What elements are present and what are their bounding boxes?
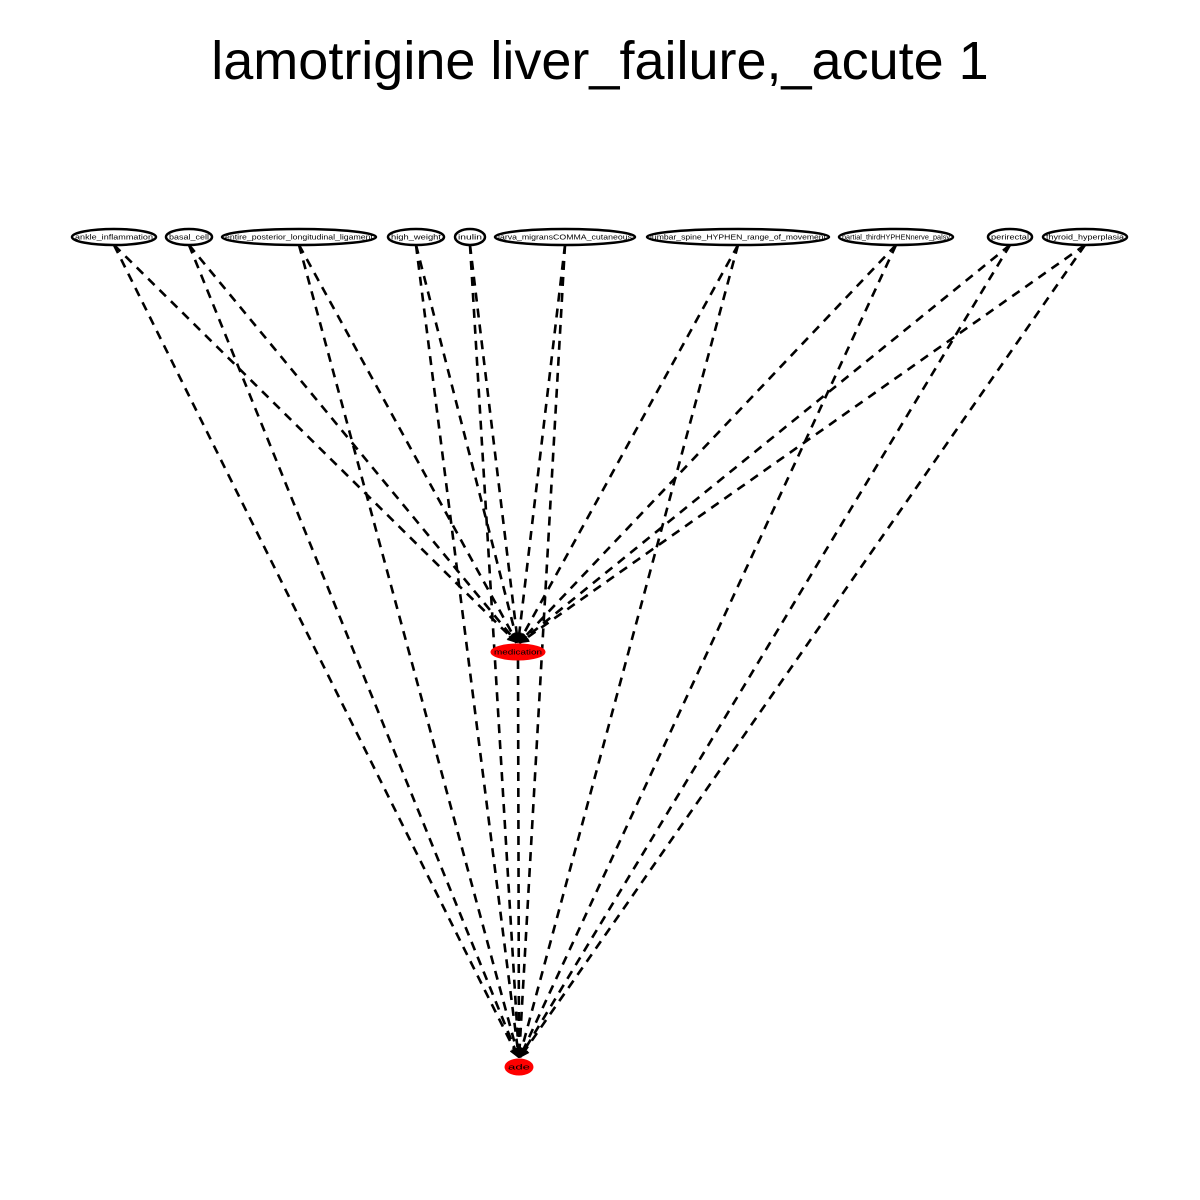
node-label-perirectal: perirectal (991, 235, 1030, 242)
node-medication: medication (490, 643, 546, 661)
edge-high-weight-to-medication (414, 244, 521, 644)
node-shape-perirectal (986, 227, 1034, 247)
edges-layer (112, 243, 1087, 1059)
edge-lumbar-spine-hyphen-range-of-movement-to-medication (517, 244, 740, 644)
edge-larva-migranscomma-cutaneous-to-medication (514, 244, 567, 644)
node-shape-entire-posterior-longitudinal-ligament (220, 227, 378, 247)
edge-partial-thirdhyphennerve-palsy-to-ade (518, 244, 898, 1059)
edge-ankle-inflammation-to-ade (112, 244, 520, 1059)
node-label-ankle-inflammation: ankle_inflammation (75, 235, 153, 242)
edge-inulin-to-medication (468, 244, 522, 644)
node-shape-inulin (453, 227, 487, 247)
edge-partial-thirdhyphennerve-palsy-to-medication (518, 244, 897, 644)
node-label-partial-thirdhyphennerve-palsy: partial_thirdHYPHENnerve_palsy (842, 235, 951, 242)
node-basal-cell: basal_cell (164, 227, 214, 247)
node-label-ade: ade (508, 1065, 530, 1072)
node-label-larva-migranscomma-cutaneous: larva_migransCOMMA_cutaneous (498, 235, 633, 242)
edge-basal-cell-to-ade (187, 244, 520, 1059)
edge-ankle-inflammation-to-medication (113, 244, 518, 644)
edge-perirectal-to-ade (518, 244, 1012, 1059)
node-partial-thirdhyphennerve-palsy: partial_thirdHYPHENnerve_palsy (837, 227, 955, 247)
node-shape-lumbar-spine-hyphen-range-of-movement (645, 227, 831, 247)
page-title: lamotrigine liver_failure,_acute 1 (211, 31, 989, 91)
node-shape-high-weight (386, 227, 446, 247)
node-larva-migranscomma-cutaneous: larva_migransCOMMA_cutaneous (493, 227, 637, 247)
node-lumbar-spine-hyphen-range-of-movement: lumbar_spine_HYPHEN_range_of_movement (645, 227, 831, 247)
edge-thyroid-hyperplasia-to-ade (519, 244, 1087, 1059)
edge-thyroid-hyperplasia-to-medication (518, 243, 1086, 644)
edge-lumbar-spine-hyphen-range-of-movement-to-ade (517, 244, 740, 1059)
node-label-basal-cell: basal_cell (169, 235, 210, 242)
node-shape-larva-migranscomma-cutaneous (493, 227, 637, 247)
node-label-medication: medication (494, 650, 542, 657)
edge-entire-posterior-longitudinal-ligament-to-ade (297, 244, 521, 1059)
node-label-inulin: inulin (458, 235, 482, 242)
node-entire-posterior-longitudinal-ligament: entire_posterior_longitudinal_ligament (220, 227, 378, 247)
node-shape-ade (504, 1058, 534, 1076)
node-label-entire-posterior-longitudinal-ligament: entire_posterior_longitudinal_ligament (225, 235, 373, 242)
node-high-weight: high_weight (386, 227, 446, 247)
node-label-high-weight: high_weight (391, 235, 441, 242)
node-shape-thyroid-hyperplasia (1041, 227, 1129, 247)
edge-high-weight-to-ade (414, 244, 523, 1059)
node-ankle-inflammation: ankle_inflammation (70, 227, 158, 247)
node-inulin: inulin (453, 227, 487, 247)
node-label-lumbar-spine-hyphen-range-of-movement: lumbar_spine_HYPHEN_range_of_movement (650, 235, 826, 242)
node-thyroid-hyperplasia: thyroid_hyperplasia (1041, 227, 1129, 247)
node-shape-basal-cell (164, 227, 214, 247)
node-shape-partial-thirdhyphennerve-palsy (837, 227, 955, 247)
edge-basal-cell-to-medication (187, 244, 518, 644)
node-ade: ade (504, 1058, 534, 1076)
nodes-layer: ankle_inflammation basal_cell entire_poste… (70, 227, 1129, 1076)
edge-perirectal-to-medication (518, 243, 1011, 644)
edge-medication-to-ade (513, 659, 524, 1058)
node-label-thyroid-hyperplasia: thyroid_hyperplasia (1046, 235, 1124, 242)
edge-entire-posterior-longitudinal-ligament-to-medication (297, 244, 519, 644)
node-perirectal: perirectal (986, 227, 1034, 247)
node-shape-medication (490, 643, 546, 661)
node-shape-ankle-inflammation (70, 227, 158, 247)
